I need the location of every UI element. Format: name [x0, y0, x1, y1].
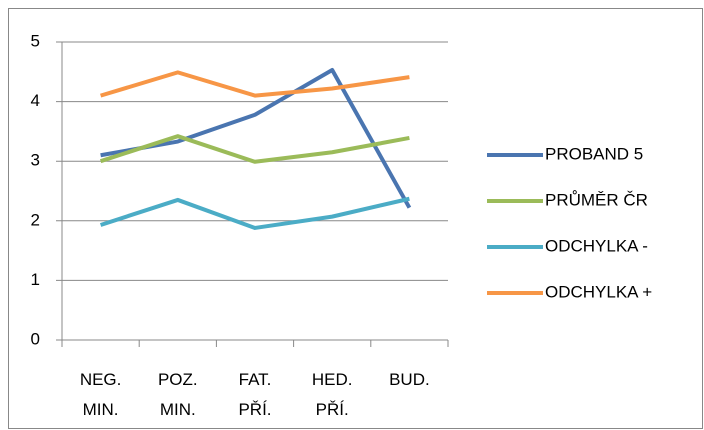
y-tick-label: 5: [31, 31, 40, 50]
x-tick-label: POZ. MIN.: [157, 370, 198, 419]
x-tick-label: FAT. PŘÍ.: [238, 370, 272, 419]
y-tick-label: 1: [31, 270, 40, 289]
x-tick-label: HED. PŘÍ.: [311, 370, 353, 419]
legend-label: ODCHYLKA +: [545, 282, 652, 301]
y-tick-label: 2: [31, 210, 40, 229]
x-tick-label: BUD.: [389, 370, 430, 389]
series-line: [100, 70, 410, 98]
y-tick-label: 3: [31, 151, 40, 170]
y-tick-label: 4: [31, 91, 40, 110]
series-line: [100, 68, 412, 209]
chart-frame: [8, 8, 703, 429]
series-line: [99, 196, 410, 230]
y-tick-label: 0: [31, 329, 40, 348]
x-tick-label: NEG. MIN.: [79, 370, 122, 419]
legend-label: PROBAND 5: [545, 144, 643, 163]
legend-label: PRŮMĚR ČR: [545, 190, 648, 209]
series-line: [99, 134, 410, 164]
legend-label: ODCHYLKA -: [545, 236, 648, 255]
